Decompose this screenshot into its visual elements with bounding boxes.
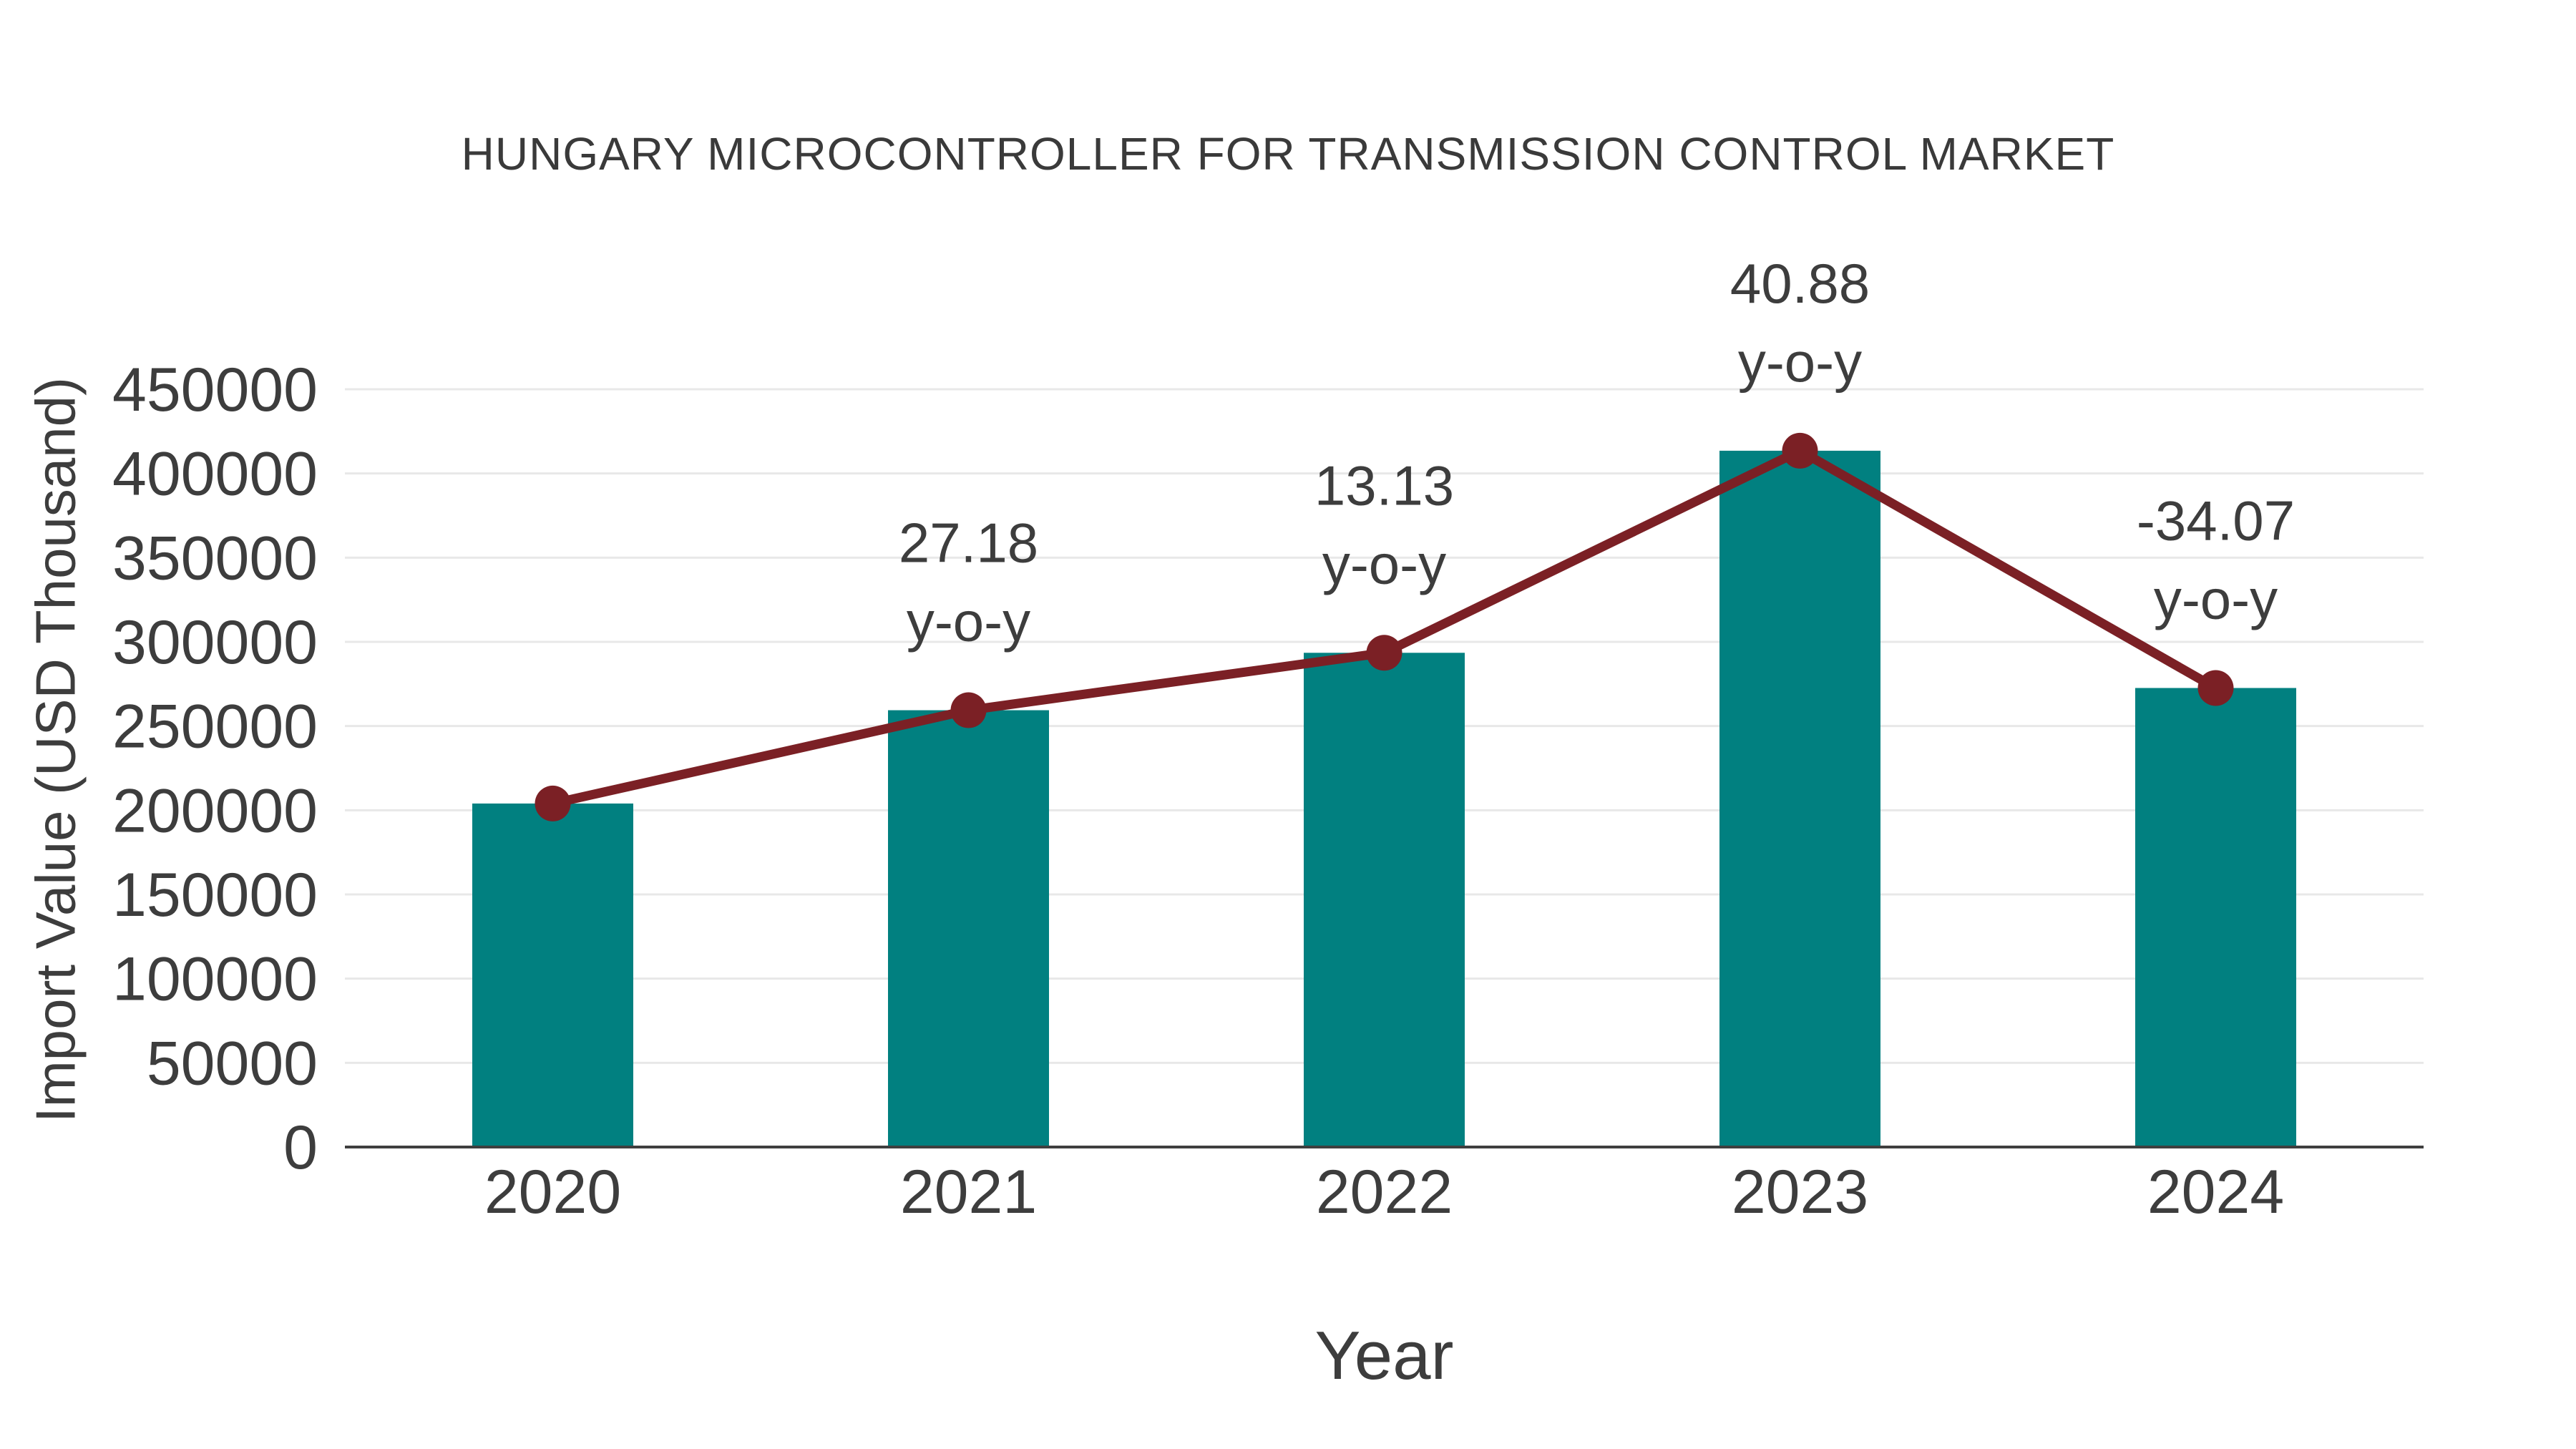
y-tick-label: 150000 bbox=[112, 861, 318, 930]
bar bbox=[2135, 688, 2296, 1147]
yoy-label-value: -34.07 bbox=[2137, 489, 2295, 552]
data-point-marker bbox=[950, 692, 987, 728]
data-point-marker bbox=[535, 785, 571, 821]
y-tick-label: 350000 bbox=[112, 524, 318, 592]
x-axis-title: Year bbox=[1314, 1317, 1454, 1394]
yoy-label-suffix: y-o-y bbox=[1322, 532, 1446, 595]
y-tick-label: 0 bbox=[283, 1113, 318, 1182]
bar bbox=[888, 710, 1049, 1147]
bar bbox=[472, 803, 633, 1147]
category-label: 2024 bbox=[2147, 1158, 2284, 1226]
bar bbox=[1719, 450, 1880, 1147]
y-tick-label: 300000 bbox=[112, 608, 318, 677]
data-point-marker bbox=[1366, 635, 1402, 671]
category-label: 2020 bbox=[484, 1158, 621, 1226]
yoy-label-value: 13.13 bbox=[1314, 454, 1454, 517]
yoy-label-suffix: y-o-y bbox=[907, 590, 1030, 653]
y-tick-label: 50000 bbox=[147, 1029, 318, 1098]
category-label: 2023 bbox=[1732, 1158, 1868, 1226]
data-point-marker bbox=[1782, 432, 1818, 469]
data-point-marker bbox=[2197, 670, 2234, 706]
category-label: 2021 bbox=[900, 1158, 1037, 1226]
chart-title: HUNGARY MICROCONTROLLER FOR TRANSMISSION… bbox=[461, 128, 2115, 180]
yoy-label-suffix: y-o-y bbox=[2154, 567, 2278, 630]
y-tick-label: 450000 bbox=[112, 356, 318, 424]
category-label: 2022 bbox=[1316, 1158, 1453, 1226]
yoy-label-suffix: y-o-y bbox=[1738, 331, 1862, 394]
bar bbox=[1304, 653, 1465, 1147]
yoy-label-value: 40.88 bbox=[1730, 252, 1870, 315]
y-tick-label: 100000 bbox=[112, 945, 318, 1014]
y-axis-title: Import Value (USD Thousand) bbox=[24, 377, 87, 1123]
y-tick-label: 200000 bbox=[112, 776, 318, 845]
y-tick-label: 250000 bbox=[112, 693, 318, 761]
y-tick-label: 400000 bbox=[112, 440, 318, 509]
yoy-label-value: 27.18 bbox=[899, 512, 1038, 575]
